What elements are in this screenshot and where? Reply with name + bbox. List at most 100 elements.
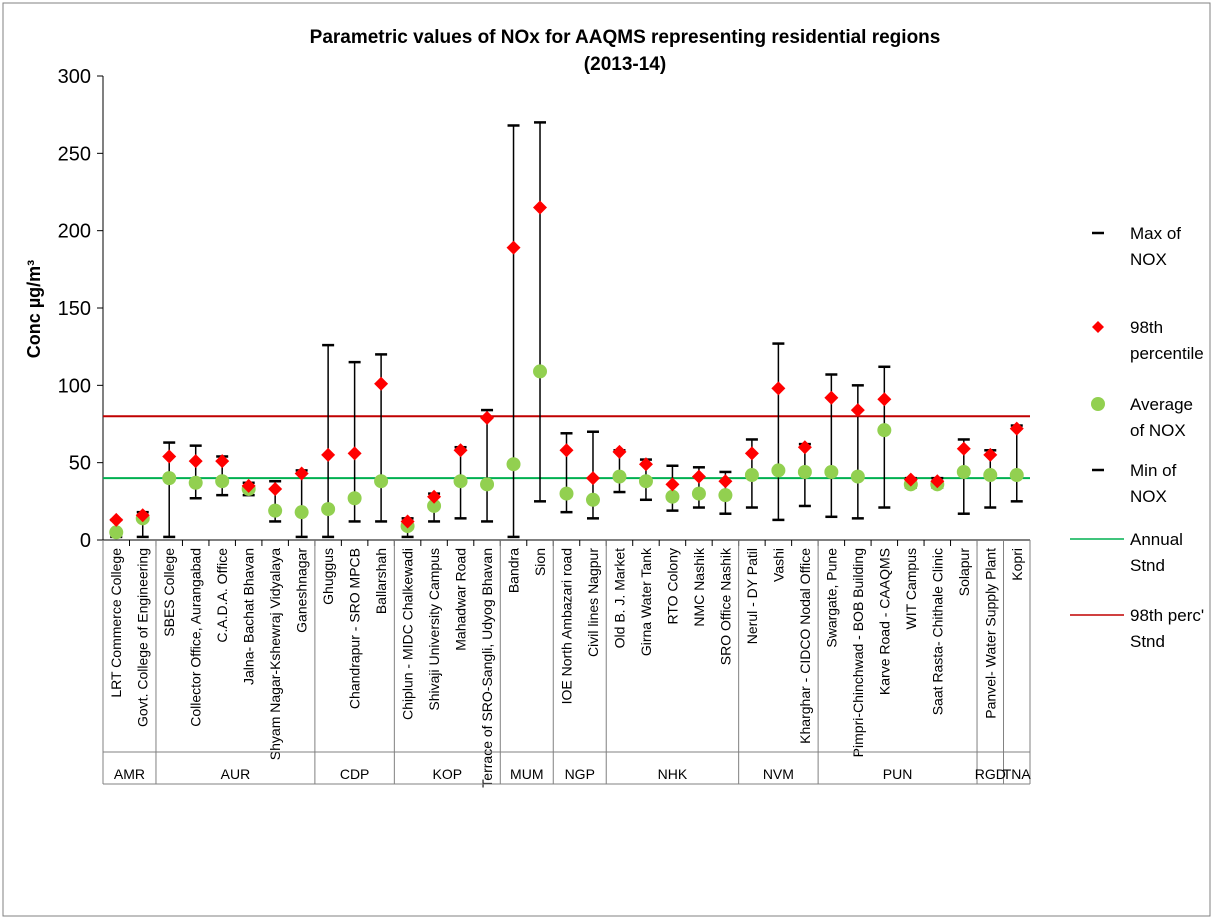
p98-point [188, 454, 203, 469]
x-category-label: Swargate, Pune [823, 548, 839, 648]
x-category-label: Collector Office, Aurangabad [188, 548, 204, 727]
x-category-label: C.A.D.A. Office [214, 548, 230, 643]
x-category-label: Nerul - DY Patil [744, 548, 760, 644]
x-category-label: Vashi [770, 548, 786, 582]
p98-point [877, 392, 892, 407]
p98-point [1009, 421, 1024, 436]
x-category-label: Pimpri-Chinchwad - BOB Building [850, 548, 866, 757]
x-axis: LRT Commerce College Govt. College of Eng… [102, 539, 1032, 788]
x-category-label: Chiplun - MIDC Chalkewadi [400, 548, 416, 720]
x-group-label: RGD [975, 766, 1006, 782]
p98-point [718, 474, 733, 489]
legend-label-max: NOX [1130, 250, 1167, 269]
average-point [585, 492, 600, 507]
average-point [665, 489, 680, 504]
y-tick-label: 100 [58, 375, 91, 397]
p98-point [903, 472, 918, 487]
x-category-label: Kharghar - CIDCO Nodal Office [797, 548, 813, 744]
x-category-label: Bandra [506, 548, 522, 593]
average-point [215, 474, 230, 489]
p98-point [162, 449, 177, 464]
y-tick-label: 0 [80, 530, 91, 552]
average-point [824, 464, 839, 479]
average-point [956, 464, 971, 479]
x-group-label: MUM [510, 766, 543, 782]
x-category-label: Mahadwar Road [453, 548, 469, 651]
average-point [850, 469, 865, 484]
average-point [612, 469, 627, 484]
chart-subtitle: (2013-14) [584, 54, 666, 75]
legend-avg-symbol [1091, 397, 1105, 411]
average-point [321, 502, 336, 517]
average-point [427, 498, 442, 513]
x-category-label: Ganeshnagar [294, 548, 310, 633]
legend-label-avg: of NOX [1130, 421, 1186, 440]
x-group-label: CDP [340, 766, 370, 782]
y-tick-label: 150 [58, 298, 91, 320]
p98-point [956, 441, 971, 456]
x-category-label: Ballarshah [373, 548, 389, 614]
average-point [294, 505, 309, 520]
x-group-label: NHK [658, 766, 688, 782]
average-point [109, 525, 124, 540]
x-category-label: Govt. College of Engineering [135, 548, 151, 727]
average-point [797, 464, 812, 479]
x-group-label: KOP [433, 766, 463, 782]
average-point [638, 474, 653, 489]
x-category-label: Girna Water Tank [638, 547, 654, 656]
legend-label-p98: 98th [1130, 318, 1163, 337]
y-tick-label: 300 [58, 66, 91, 88]
x-category-label: Kopri [1009, 548, 1025, 581]
x-category-label: LRT Commerce College [108, 548, 124, 698]
p98-point [321, 447, 336, 462]
average-point [347, 491, 362, 506]
y-tick-label: 200 [58, 221, 91, 243]
chart-title: Parametric values of NOx for AAQMS repre… [310, 27, 941, 48]
p98-point [135, 508, 150, 523]
x-group-label: NVM [763, 766, 794, 782]
p98-point [215, 454, 230, 469]
p98-point [400, 514, 415, 529]
p98-point [797, 440, 812, 455]
p98-point [533, 200, 548, 215]
x-group-label: TNA [1003, 766, 1032, 782]
y-tick-label: 250 [58, 143, 91, 165]
average-point [718, 488, 733, 503]
p98-point [771, 381, 786, 396]
x-category-label: Shyam Nagar-Kshewraj Vidyalaya [267, 548, 283, 760]
legend: Max of NOX 98th percentile Average of NOX Min … [1070, 224, 1204, 651]
p98-point [824, 390, 839, 405]
average-point [188, 475, 203, 490]
p98-point [744, 446, 759, 461]
average-point [877, 423, 892, 438]
average-point [162, 471, 177, 486]
x-group-label: AUR [221, 766, 251, 782]
p98-point [983, 447, 998, 462]
legend-label-avg: Average [1130, 395, 1193, 414]
p98-point [691, 469, 706, 484]
p98-point [480, 410, 495, 425]
y-axis-label: Conc µg/m³ [24, 260, 44, 358]
legend-label-annual: Annual [1130, 530, 1183, 549]
x-category-label: Chandrapur - SRO MPCB [347, 548, 363, 709]
p98-point [850, 403, 865, 418]
x-category-label: Ghuggus [320, 548, 336, 605]
p98-point [930, 474, 945, 489]
x-category-label: SBES College [161, 548, 177, 637]
x-category-label: Jalna- Bachat Bhavan [241, 548, 257, 685]
x-category-label: Old B. J. Market [611, 548, 627, 648]
x-category-label: Terrace of SRO-Sangli, Udyog Bhavan [479, 548, 495, 788]
average-point [268, 503, 283, 518]
p98-point [612, 444, 627, 459]
x-category-label: IOE North Ambazari road [559, 548, 575, 704]
average-point [691, 486, 706, 501]
average-point [480, 477, 495, 492]
legend-p98-symbol [1092, 321, 1104, 333]
average-point [533, 364, 548, 379]
average-point [506, 457, 521, 472]
x-category-label: Saat Rasta- Chithale Clinic [929, 548, 945, 715]
legend-label-p98: percentile [1130, 344, 1204, 363]
p98-point [638, 457, 653, 472]
y-axis: 0 50 100 150 200 250 300 [58, 66, 104, 552]
